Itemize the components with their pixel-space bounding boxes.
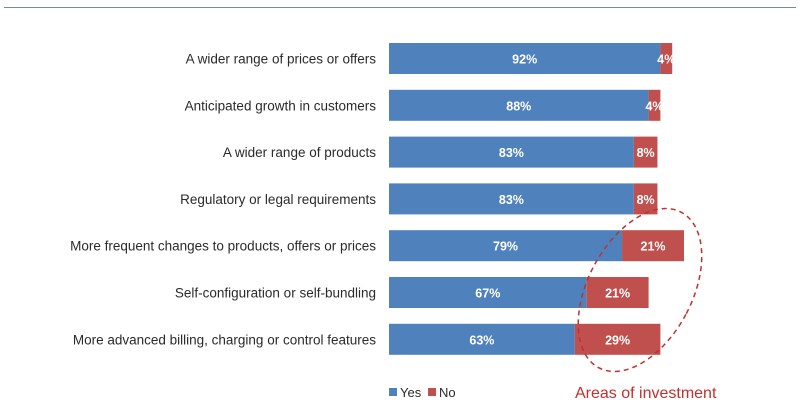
bar-no [622, 230, 684, 262]
bar-no [633, 183, 658, 215]
data-label-yes: 79% [493, 240, 518, 254]
data-label-yes: 63% [469, 333, 494, 347]
bar-no [633, 136, 658, 168]
category-label: Anticipated growth in customers [185, 98, 377, 113]
data-label-yes: 83% [499, 146, 524, 160]
investment-highlight-ellipse [577, 207, 703, 373]
data-label-yes: 67% [475, 287, 500, 301]
category-label: Self-configuration or self-bundling [175, 286, 376, 301]
category-label: More frequent changes to products, offer… [70, 239, 376, 254]
category-label: A wider range of products [223, 145, 376, 160]
bar-no [660, 43, 673, 74]
legend-label-yes: Yes [400, 385, 422, 400]
legend-label-no: No [439, 385, 456, 400]
data-label-yes: 92% [512, 53, 537, 67]
data-label-yes: 88% [506, 99, 531, 113]
data-label-no: 21% [641, 240, 666, 254]
bars-layer [389, 43, 684, 355]
bar-yes [389, 230, 623, 262]
bar-yes [389, 43, 661, 74]
category-labels: A wider range of prices or offers Anticip… [70, 52, 376, 348]
bar-no [648, 89, 661, 121]
top-rule [4, 7, 796, 8]
bar-yes [389, 323, 575, 355]
category-label: A wider range of prices or offers [186, 52, 377, 67]
data-label-no: 4% [645, 99, 663, 113]
bar-no [574, 323, 661, 355]
category-label: More advanced billing, charging or contr… [73, 332, 376, 347]
legend: Yes No [389, 385, 456, 400]
legend-swatch-no [428, 388, 436, 396]
category-label: Regulatory or legal requirements [180, 192, 376, 207]
areas-of-investment-annotation: Areas of investment [575, 385, 717, 400]
bar-yes [389, 277, 587, 308]
bar-yes [389, 183, 634, 215]
bar-yes [389, 89, 649, 121]
data-label-no: 8% [637, 146, 655, 160]
data-label-no: 21% [605, 287, 630, 301]
bar-no [586, 277, 649, 308]
value-labels: 92% 4% 88% 4% 83% 8% 83% 8% 79% 21% 67% 21% 63% 29% [469, 53, 675, 348]
data-label-no: 4% [657, 53, 675, 67]
data-label-no: 8% [637, 193, 655, 207]
legend-swatch-yes [389, 388, 397, 396]
bar-yes [389, 136, 634, 168]
data-label-yes: 83% [499, 193, 524, 207]
data-label-no: 29% [605, 333, 630, 347]
